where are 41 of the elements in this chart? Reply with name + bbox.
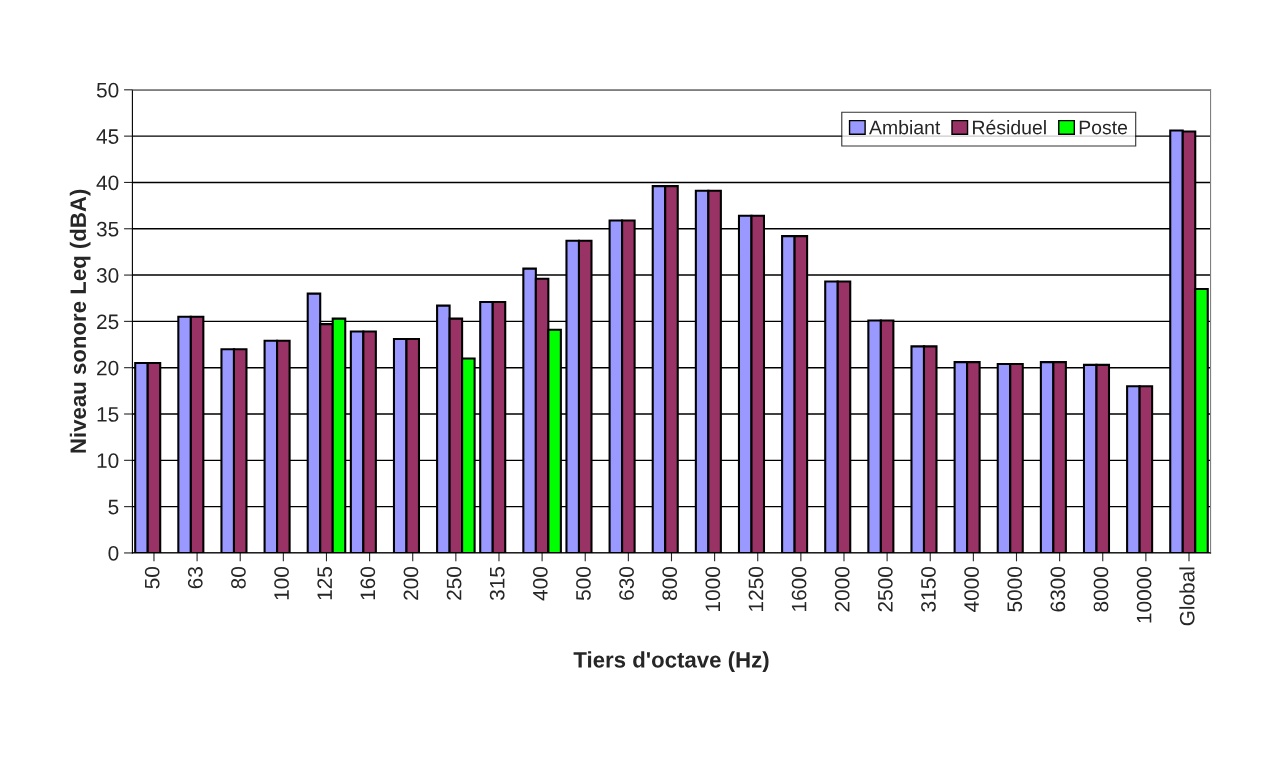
x-tick-label: 10000 [1136,566,1152,623]
x-tick-label: 2500 [877,566,893,612]
y-tick-label: 10 [97,453,119,469]
x-tick-label: 6300 [1050,566,1066,612]
x-tick-label: 4000 [964,566,979,613]
x-tick-label: 200 [403,566,419,600]
y-tick-label: 30 [96,268,119,283]
legend-label: Poste [1079,120,1128,135]
x-tick-label: 160 [360,566,376,600]
x-tick-label: Global [1179,567,1195,626]
x-tick-label: 100 [274,566,289,600]
x-tick-label: 250 [446,566,462,600]
x-tick-label: 125 [317,567,333,600]
y-tick-label: 15 [97,407,119,422]
x-tick-label: 1600 [791,566,807,611]
x-tick-label: 1250 [748,566,764,611]
x-tick-label: 315 [489,567,505,601]
y-tick-label: 20 [97,360,119,376]
y-tick-label: 5 [108,499,119,515]
x-tick-label: 630 [619,566,634,600]
x-tick-label: 800 [662,566,678,600]
y-axis-title: Niveau sonore Leq (dBA) [69,189,91,453]
legend-label: Résiduel [973,119,1046,135]
x-tick-label: 500 [576,566,591,601]
x-tick-label: 50 [144,566,160,589]
legend-label: Ambiant [869,120,941,135]
y-tick-label: 45 [96,129,119,144]
x-tick-label: 8000 [1093,566,1109,612]
x-tick-label: 2000 [834,566,850,612]
y-tick-label: 35 [96,221,119,237]
y-tick-label: 40 [96,175,119,191]
x-tick-label: 1000 [705,566,721,611]
y-tick-label: 50 [96,82,119,98]
y-tick-label: 0 [108,545,119,561]
x-tick-label: 3150 [921,566,936,612]
x-axis-title: Tiers d'octave (Hz) [573,651,769,673]
x-tick-label: 400 [532,566,548,601]
x-tick-label: 63 [187,567,203,589]
x-tick-label: 5000 [1007,566,1023,612]
y-tick-label: 25 [97,314,119,330]
x-tick-label: 80 [231,566,246,589]
